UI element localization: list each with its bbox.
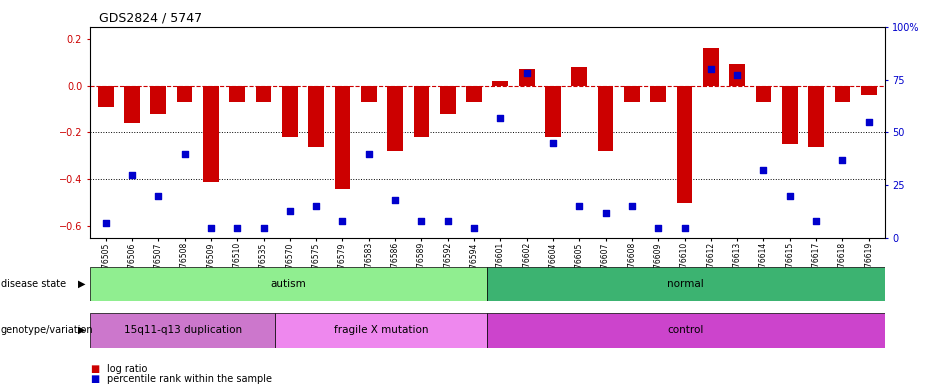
Text: ▶: ▶: [78, 325, 85, 335]
Bar: [97, 86, 114, 107]
Point: [125, 172, 140, 178]
Point: [677, 224, 692, 230]
Point: [150, 193, 166, 199]
Point: [519, 70, 534, 76]
Bar: [493, 81, 508, 86]
Bar: [177, 86, 192, 102]
Point: [256, 224, 272, 230]
Bar: [360, 86, 377, 102]
Point: [651, 224, 666, 230]
Point: [282, 207, 297, 214]
Bar: [834, 86, 850, 102]
Bar: [703, 48, 719, 86]
Bar: [518, 69, 534, 86]
Bar: [255, 86, 272, 102]
Point: [756, 167, 771, 174]
Bar: [756, 86, 771, 102]
Point: [335, 218, 350, 224]
Bar: [90, 313, 275, 348]
Bar: [150, 86, 166, 114]
Bar: [598, 86, 614, 151]
Point: [546, 140, 561, 146]
Point: [729, 73, 745, 79]
Text: ■: ■: [90, 374, 99, 384]
Point: [834, 157, 850, 163]
Bar: [387, 86, 403, 151]
Text: genotype/variation: genotype/variation: [1, 325, 94, 335]
Text: fragile X mutation: fragile X mutation: [334, 325, 429, 335]
Text: 15q11-q13 duplication: 15q11-q13 duplication: [124, 325, 241, 335]
Bar: [808, 86, 824, 147]
Point: [809, 218, 824, 224]
Bar: [308, 86, 324, 147]
Point: [203, 224, 219, 230]
Point: [413, 218, 429, 224]
Text: normal: normal: [668, 279, 704, 289]
Bar: [413, 86, 429, 137]
Bar: [275, 313, 487, 348]
Text: GDS2824 / 5747: GDS2824 / 5747: [99, 12, 202, 25]
Bar: [440, 86, 456, 114]
Bar: [487, 267, 885, 301]
Text: log ratio: log ratio: [107, 364, 148, 374]
Text: ▶: ▶: [78, 279, 85, 289]
Point: [493, 114, 508, 121]
Bar: [335, 86, 350, 189]
Bar: [782, 86, 797, 144]
Bar: [203, 86, 219, 182]
Bar: [90, 267, 487, 301]
Bar: [861, 86, 877, 95]
Bar: [624, 86, 639, 102]
Text: percentile rank within the sample: percentile rank within the sample: [107, 374, 272, 384]
Bar: [466, 86, 482, 102]
Point: [782, 193, 797, 199]
Point: [703, 66, 718, 72]
Point: [624, 204, 639, 210]
Bar: [545, 86, 561, 137]
Point: [440, 218, 455, 224]
Point: [177, 151, 192, 157]
Bar: [229, 86, 245, 102]
Bar: [282, 86, 298, 137]
Point: [598, 210, 613, 216]
Point: [230, 224, 245, 230]
Text: autism: autism: [271, 279, 307, 289]
Point: [361, 151, 377, 157]
Point: [466, 224, 482, 230]
Bar: [650, 86, 666, 102]
Point: [571, 204, 587, 210]
Bar: [487, 313, 885, 348]
Bar: [729, 65, 745, 86]
Point: [861, 119, 876, 125]
Point: [308, 204, 324, 210]
Point: [98, 220, 114, 227]
Text: ■: ■: [90, 364, 99, 374]
Point: [388, 197, 403, 203]
Bar: [676, 86, 692, 203]
Text: disease state: disease state: [1, 279, 66, 289]
Text: control: control: [668, 325, 704, 335]
Bar: [571, 67, 587, 86]
Bar: [124, 86, 140, 123]
